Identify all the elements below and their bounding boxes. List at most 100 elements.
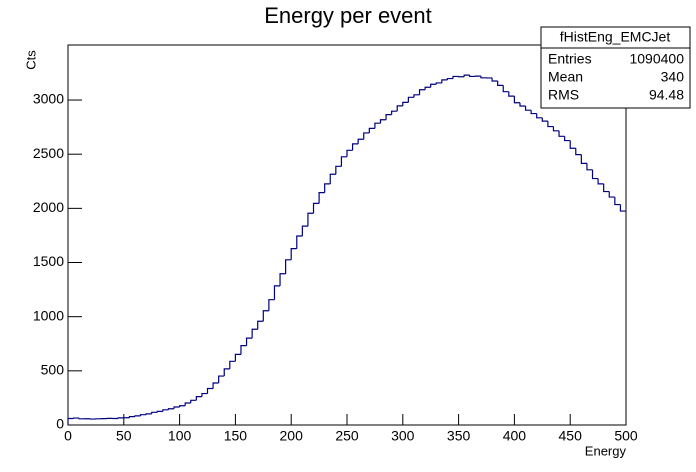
- y-tick-label: 0: [56, 416, 64, 432]
- histogram-bin: [564, 136, 571, 142]
- histogram-bin: [273, 285, 281, 300]
- histogram-bin: [179, 405, 186, 408]
- histogram-bin: [67, 417, 74, 425]
- x-tick-label: 100: [168, 428, 192, 444]
- histogram-bin: [279, 273, 286, 286]
- stats-value: 340: [661, 69, 685, 85]
- x-tick-label: 500: [614, 428, 638, 444]
- histogram-bin: [290, 248, 297, 260]
- histogram-bin: [619, 204, 626, 212]
- x-tick-label: 300: [391, 428, 415, 444]
- histogram-bin: [78, 418, 85, 420]
- y-tick-label: 3000: [33, 91, 64, 107]
- histogram-bin: [117, 417, 124, 419]
- histogram-bin: [603, 183, 610, 193]
- histogram-bin: [396, 105, 403, 112]
- histogram-bin: [575, 148, 582, 156]
- histogram-bin: [379, 119, 387, 124]
- histogram-bin: [391, 110, 398, 115]
- histogram-bin: [351, 143, 359, 151]
- histogram-bin: [357, 138, 364, 144]
- histogram-bin: [608, 191, 615, 198]
- x-tick-label: 50: [116, 428, 132, 444]
- histogram-bin: [139, 414, 147, 416]
- histogram-bin: [418, 89, 426, 95]
- histogram-bin: [402, 101, 409, 106]
- histogram-bin: [195, 396, 202, 401]
- histogram-bin: [145, 413, 152, 415]
- histogram-bin: [346, 149, 353, 157]
- histogram-bin: [513, 96, 520, 104]
- histogram-bin: [212, 382, 219, 389]
- histogram-bin: [502, 85, 509, 93]
- stats-label: RMS: [548, 87, 579, 103]
- y-tick-label: 500: [41, 362, 65, 378]
- histogram-bin: [218, 375, 225, 383]
- histogram-bin: [614, 197, 621, 206]
- x-tick-label: 150: [224, 428, 248, 444]
- y-tick-label: 2000: [33, 199, 64, 215]
- x-tick-label: 250: [335, 428, 359, 444]
- histogram-bin: [335, 165, 342, 175]
- histogram-bin: [469, 75, 476, 78]
- histogram-bin: [318, 192, 325, 204]
- histogram-bin: [329, 173, 336, 184]
- stats-label: Mean: [548, 69, 583, 85]
- histogram-bin: [184, 402, 191, 406]
- histogram-bin: [307, 212, 314, 227]
- histogram-bin: [552, 126, 560, 132]
- histogram-bin: [201, 392, 208, 397]
- stats-frame: [540, 26, 691, 109]
- x-axis-label: Energy: [585, 443, 627, 458]
- histogram-bin: [234, 353, 241, 362]
- stats-box: fHistEng_EMCJet Entries 1090400 Mean 340 RMS…: [540, 26, 691, 109]
- x-tick-label: 400: [503, 428, 527, 444]
- histogram-bin: [435, 82, 442, 85]
- histogram-bin: [452, 75, 459, 79]
- histogram-bin: [558, 130, 565, 137]
- histogram-bin: [385, 114, 392, 120]
- histogram-bin: [446, 77, 454, 80]
- histogram-bin: [240, 344, 247, 355]
- histogram-bin: [547, 121, 554, 128]
- histogram-bin: [324, 183, 331, 193]
- stats-label: Entries: [548, 51, 592, 67]
- histogram-bin: [491, 77, 498, 82]
- histogram-bin: [128, 416, 135, 418]
- histogram-bin: [413, 94, 420, 98]
- histogram-bin: [206, 387, 214, 394]
- histogram-bin: [519, 102, 526, 107]
- histogram-bin: [190, 399, 197, 404]
- histogram-bin: [312, 202, 320, 214]
- histogram-bin: [368, 127, 375, 133]
- histogram-bin: [424, 86, 431, 90]
- histogram-bin: [463, 74, 470, 77]
- histogram-bin: [173, 406, 180, 409]
- histogram-bin: [167, 408, 175, 410]
- histogram-bin: [285, 259, 292, 274]
- stats-value: 94.48: [649, 87, 684, 103]
- histogram-bin: [363, 132, 370, 140]
- histogram-bin: [597, 178, 604, 185]
- histogram-bin: [508, 91, 515, 97]
- histogram-bin: [245, 337, 253, 346]
- histogram-bin: [541, 117, 548, 122]
- histogram-bin: [530, 110, 537, 115]
- histogram-bin: [296, 235, 303, 249]
- histogram-bin: [430, 83, 437, 88]
- x-tick-label: 200: [280, 428, 304, 444]
- histogram-bin: [268, 299, 275, 311]
- histogram-bin: [223, 368, 230, 377]
- chart-title: Energy per event: [264, 3, 432, 28]
- histogram-bin: [407, 96, 414, 103]
- histogram-bin: [162, 409, 169, 412]
- histogram-bin: [524, 105, 532, 111]
- histogram-bin: [151, 411, 158, 414]
- stats-title: fHistEng_EMCJet: [560, 29, 671, 45]
- histogram-bin: [340, 156, 347, 167]
- histogram-bin: [569, 140, 576, 149]
- histogram-bin: [441, 79, 448, 83]
- histogram-bin: [536, 113, 543, 119]
- histogram-bin: [134, 415, 141, 417]
